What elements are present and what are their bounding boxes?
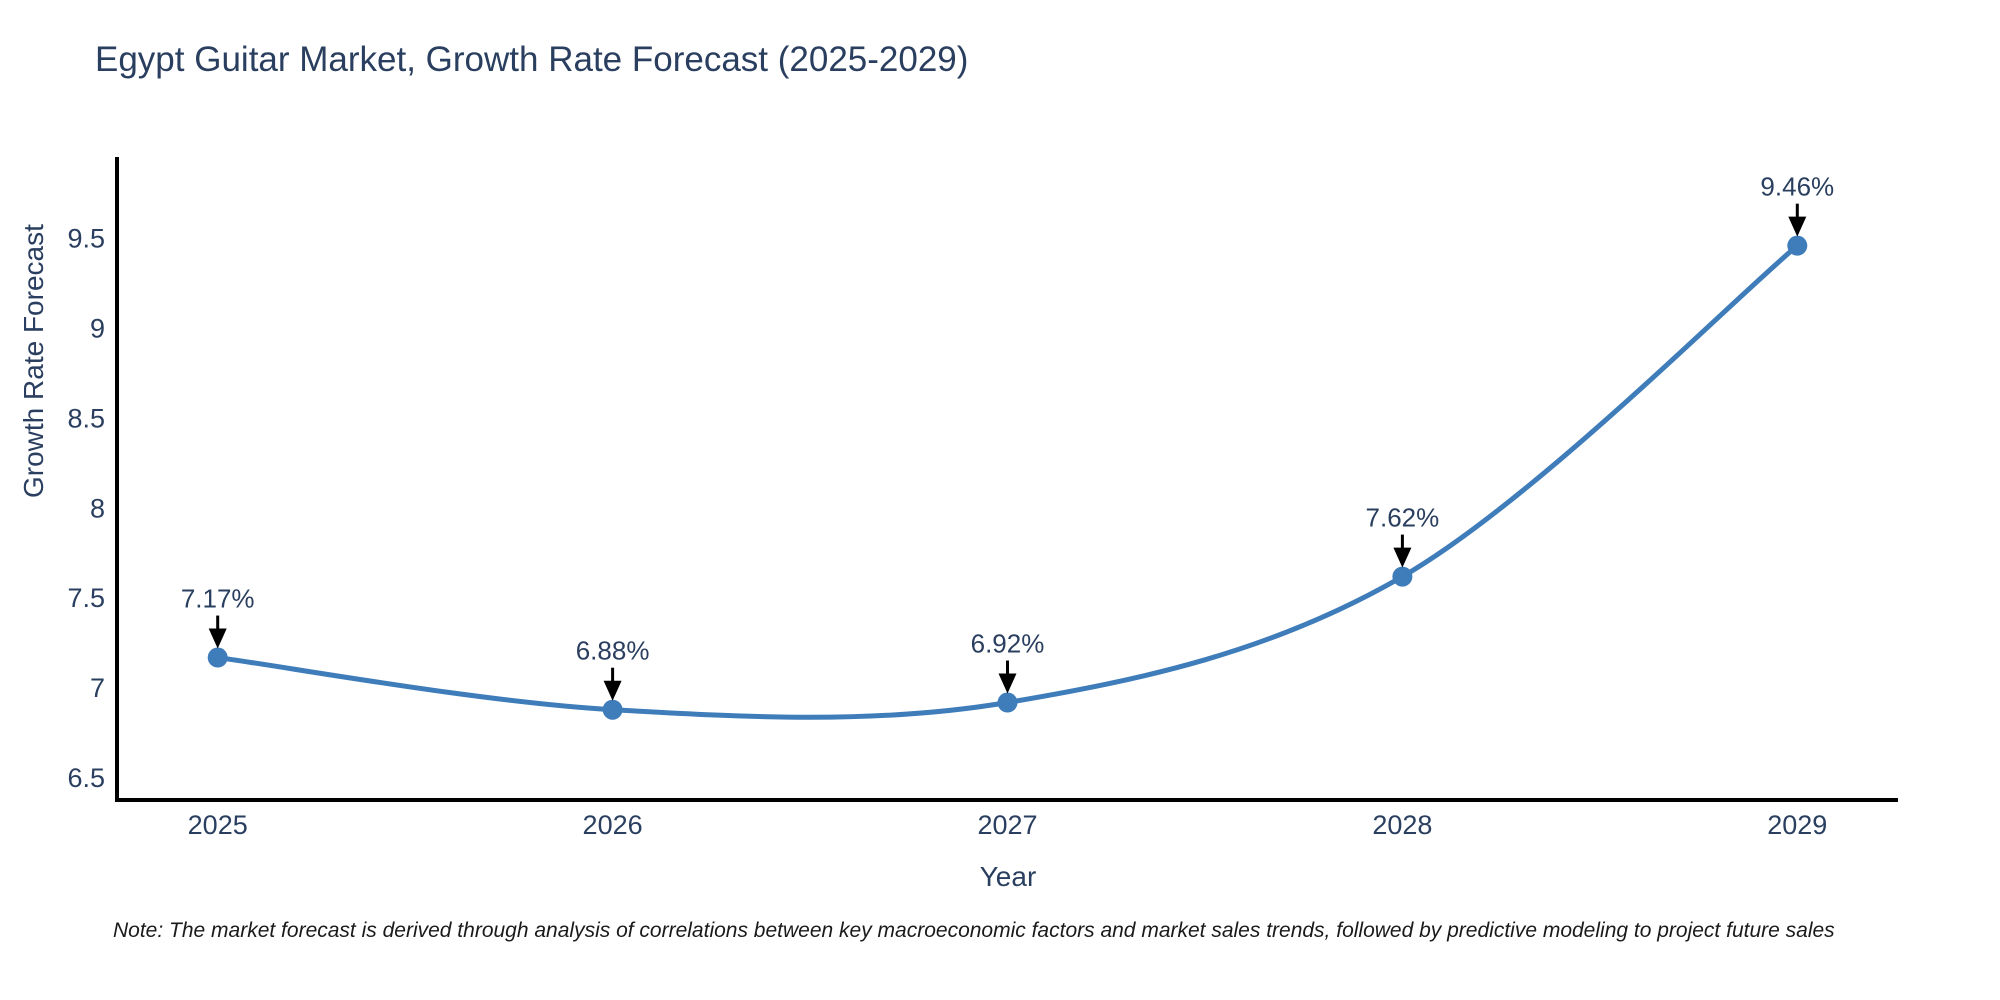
y-tick-labels: 6.5 7 7.5 8 8.5 9 9.5 xyxy=(67,223,105,793)
y-tick-label: 9 xyxy=(90,313,105,343)
line-series xyxy=(217,243,1799,720)
point-value-label: 9.46% xyxy=(1760,172,1834,202)
forecast-line xyxy=(217,243,1799,720)
point-value-label: 7.17% xyxy=(181,584,255,614)
y-tick-label: 9.5 xyxy=(67,223,105,253)
point-value-label: 6.88% xyxy=(576,636,650,666)
point-annotations: 7.17% 6.88% 6.92% 7.62% 9.46% xyxy=(181,172,1834,701)
x-tick-label: 2029 xyxy=(1767,810,1827,840)
footnote-text: Note: The market forecast is derived thr… xyxy=(113,919,1835,942)
data-point-marker xyxy=(1392,566,1413,587)
annotation-arrowhead-icon xyxy=(208,628,227,649)
x-axis-title: Year xyxy=(979,861,1037,892)
x-tick-labels: 2025 2026 2027 2028 2029 xyxy=(188,810,1828,840)
x-tick-label: 2028 xyxy=(1372,810,1432,840)
data-point-marker xyxy=(602,699,623,720)
x-tick-label: 2026 xyxy=(583,810,643,840)
chart-title: Egypt Guitar Market, Growth Rate Forecas… xyxy=(95,40,969,79)
y-tick-label: 7.5 xyxy=(67,583,105,613)
annotation-arrowhead-icon xyxy=(1393,547,1412,568)
data-point-marker xyxy=(207,647,228,668)
y-tick-label: 8.5 xyxy=(67,403,105,433)
annotation-arrowhead-icon xyxy=(998,673,1017,694)
y-tick-label: 8 xyxy=(90,493,105,523)
data-point-marker xyxy=(997,692,1018,713)
point-value-label: 6.92% xyxy=(971,629,1045,659)
x-tick-label: 2025 xyxy=(188,810,248,840)
y-axis-title: Growth Rate Forecast xyxy=(18,224,49,498)
y-tick-label: 6.5 xyxy=(67,763,105,793)
y-tick-label: 7 xyxy=(90,673,105,703)
x-tick-label: 2027 xyxy=(977,810,1037,840)
annotation-arrowhead-icon xyxy=(1788,216,1807,237)
data-markers xyxy=(207,235,1808,720)
point-value-label: 7.62% xyxy=(1366,503,1440,533)
axis-spines xyxy=(115,157,1898,802)
data-point-marker xyxy=(1787,235,1808,256)
annotation-arrowhead-icon xyxy=(603,680,622,701)
